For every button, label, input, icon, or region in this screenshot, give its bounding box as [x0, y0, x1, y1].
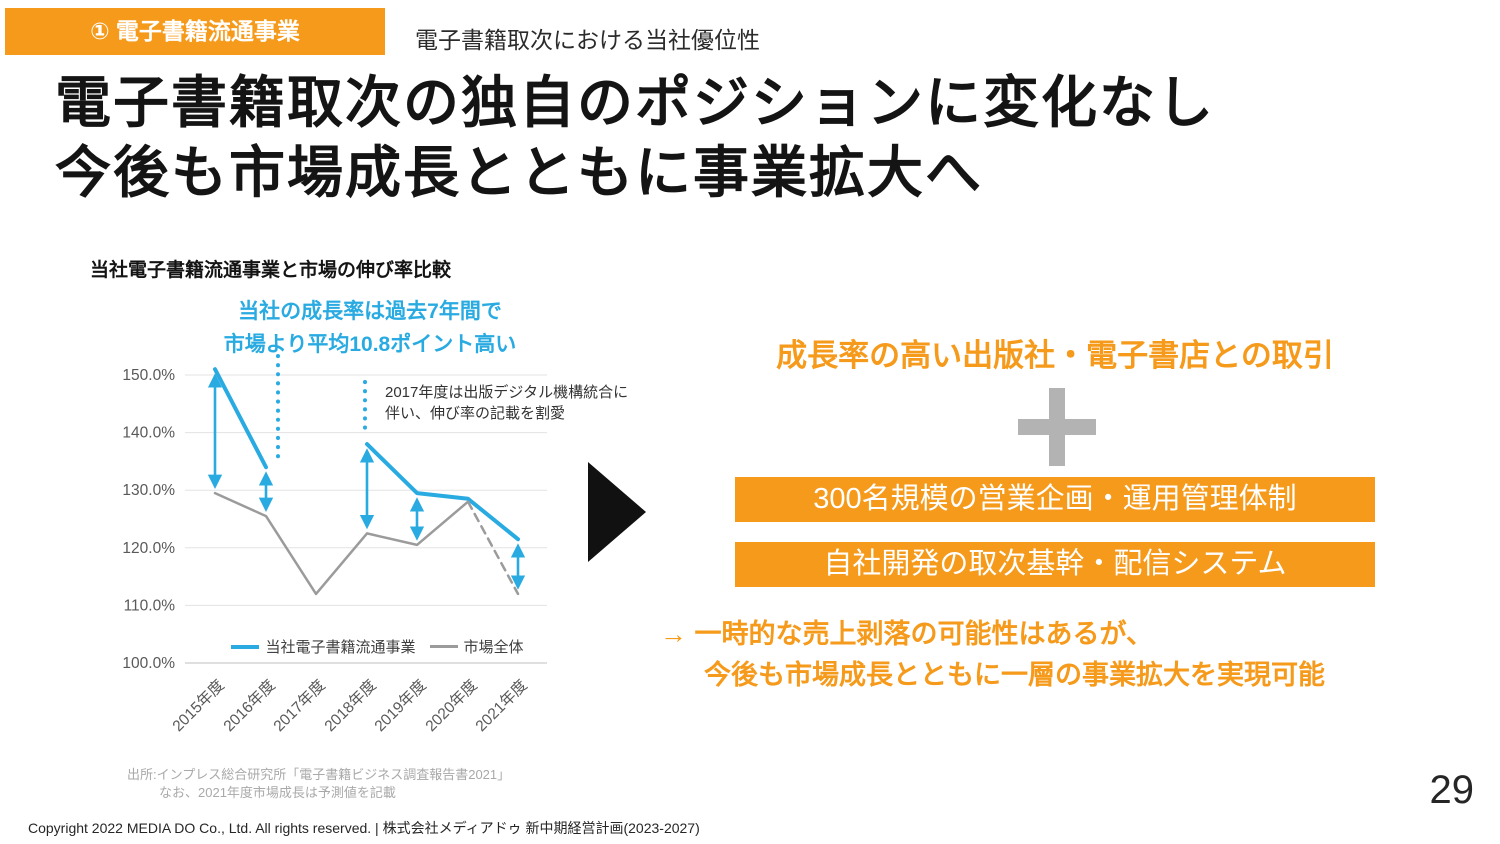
source-line1: 出所:インプレス総合研究所「電子書籍ビジネス調査報告書2021」 — [127, 767, 511, 782]
svg-text:140.0%: 140.0% — [122, 425, 175, 442]
svg-text:150.0%: 150.0% — [122, 367, 175, 384]
svg-text:2020年度: 2020年度 — [422, 676, 481, 735]
company-line-swatch-icon — [231, 644, 260, 649]
svg-text:110.0%: 110.0% — [124, 597, 176, 614]
chart-note-line1: 2017年度は出版デジタル機構統合に — [385, 384, 629, 401]
chart-callout: 当社の成長率は過去7年間で 市場より平均10.8ポイント高い — [200, 296, 540, 361]
svg-text:2019年度: 2019年度 — [371, 676, 430, 735]
chart-legend: 当社電子書籍流通事業 市場全体 — [205, 636, 550, 657]
market-line-swatch-icon — [429, 645, 458, 648]
copyright-text: Copyright 2022 MEDIA DO Co., Ltd. All ri… — [28, 820, 700, 836]
legend-label-market: 市場全体 — [463, 639, 524, 656]
slide-title-line2: 今後も市場成長とともに事業拡大へ — [55, 141, 983, 204]
svg-text:2018年度: 2018年度 — [321, 676, 380, 735]
svg-text:2015年度: 2015年度 — [169, 676, 228, 735]
conclusion-line2: 今後も市場成長とともに一層の事業拡大を実現可能 — [704, 659, 1325, 690]
line-chart-svg: 100.0% 110.0% 120.0% 130.0% 140.0% 150.0% 2015… — [122, 354, 547, 735]
chart-callout-line1: 当社の成長率は過去7年間で — [238, 300, 502, 323]
plus-icon — [1018, 388, 1096, 466]
right-panel-heading: 成長率の高い出版社・電子書店との取引 — [776, 338, 1334, 373]
chart-callout-line2: 市場より平均10.8ポイント高い — [223, 332, 517, 356]
legend-item-market: 市場全体 — [429, 636, 524, 657]
chart-title: 当社電子書籍流通事業と市場の伸び率比較 — [90, 260, 452, 281]
conclusion-line1: → 一時的な売上剥落の可能性はあるが、 — [660, 619, 1153, 649]
growth-comparison-chart: 100.0% 110.0% 120.0% 130.0% 140.0% 150.0% 2015… — [85, 352, 665, 822]
slide-title: 電子書籍取次の独自のポジションに変化なし 今後も市場成長とともに事業拡大へ — [55, 68, 1215, 208]
legend-label-company: 当社電子書籍流通事業 — [265, 639, 416, 656]
page-number: 29 — [1429, 768, 1475, 812]
svg-text:100.0%: 100.0% — [122, 655, 175, 672]
conclusion-text: → 一時的な売上剥落の可能性はあるが、 今後も市場成長とともに一層の事業拡大を実… — [660, 614, 1325, 695]
svg-text:2021年度: 2021年度 — [472, 676, 531, 735]
svg-text:130.0%: 130.0% — [122, 482, 175, 499]
svg-text:2017年度: 2017年度 — [270, 676, 329, 735]
section-tag: ① 電子書籍流通事業 — [5, 8, 385, 55]
slide-title-line1: 電子書籍取次の独自のポジションに変化なし — [55, 71, 1215, 134]
orange-box-sales-structure: 300名規模の営業企画・運用管理体制 — [735, 477, 1375, 522]
svg-text:120.0%: 120.0% — [122, 540, 175, 557]
svg-text:2016年度: 2016年度 — [220, 676, 279, 735]
orange-box-distribution-system: 自社開発の取次基幹・配信システム — [735, 542, 1375, 587]
chart-note: 2017年度は出版デジタル機構統合に 伴い、伸び率の記載を割愛 — [385, 382, 628, 424]
source-note: 出所:インプレス総合研究所「電子書籍ビジネス調査報告書2021」 なお、2021… — [127, 766, 510, 801]
legend-item-company: 当社電子書籍流通事業 — [231, 636, 416, 657]
chart-note-line2: 伴い、伸び率の記載を割愛 — [385, 405, 566, 422]
source-line2: なお、2021年度市場成長は予測値を記載 — [159, 784, 396, 800]
arrow-right-icon — [588, 462, 646, 562]
header-subtitle: 電子書籍取次における当社優位性 — [415, 27, 760, 53]
